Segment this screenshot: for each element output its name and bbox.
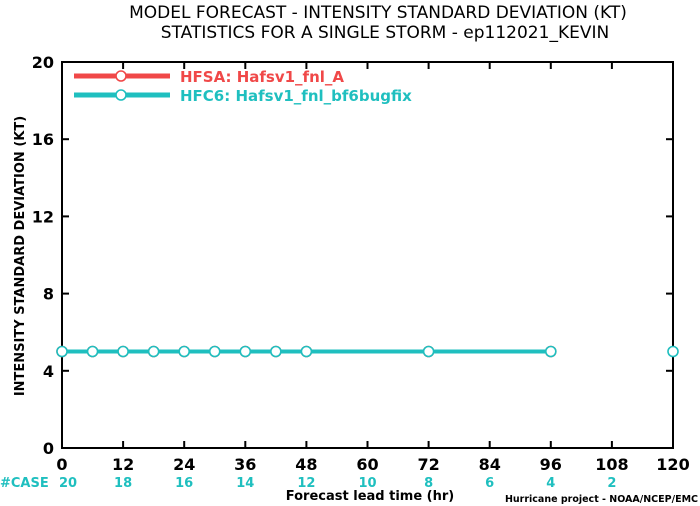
x-tick-label: 36 bbox=[234, 455, 256, 474]
data-point bbox=[178, 345, 190, 358]
x-tick-label: 48 bbox=[295, 455, 317, 474]
y-tick-label: 0 bbox=[43, 439, 54, 458]
case-count: 2 bbox=[607, 476, 616, 491]
case-count-row: #CASE 20 18 16 14 12 10 8 6 4 2 bbox=[0, 476, 616, 491]
data-point bbox=[422, 345, 435, 358]
credit-text: Hurricane project - NOAA/NCEP/EMC bbox=[505, 494, 698, 505]
data-point bbox=[86, 345, 99, 358]
legend-entry: HFSA: Hafsv1_fnl_A bbox=[180, 68, 344, 86]
y-axis-label: INTENSITY STANDARD DEVIATION (KT) bbox=[13, 116, 28, 396]
y-tick-label: 16 bbox=[32, 130, 54, 149]
x-tick-label: 72 bbox=[417, 455, 439, 474]
case-label: #CASE bbox=[0, 476, 49, 491]
plot-area bbox=[61, 61, 674, 449]
data-point bbox=[300, 345, 313, 358]
case-count: 12 bbox=[297, 476, 315, 491]
case-count: 16 bbox=[175, 476, 193, 491]
legend-marker bbox=[115, 89, 127, 101]
x-tick-label: 60 bbox=[356, 455, 378, 474]
x-tick-label: 108 bbox=[595, 455, 628, 474]
data-point bbox=[239, 345, 252, 358]
data-point bbox=[208, 345, 221, 358]
case-count: 14 bbox=[236, 476, 254, 491]
series-layer bbox=[56, 345, 679, 358]
y-tick-label: 12 bbox=[32, 207, 54, 226]
case-count: 4 bbox=[546, 476, 555, 491]
legend-marker bbox=[115, 70, 127, 82]
case-count: 6 bbox=[485, 476, 494, 491]
y-tick-label: 4 bbox=[43, 362, 54, 381]
chart-title: MODEL FORECAST - INTENSITY STANDARD DEVI… bbox=[129, 3, 627, 23]
x-tick-label: 96 bbox=[540, 455, 562, 474]
x-tick-label: 120 bbox=[656, 455, 689, 474]
data-point bbox=[147, 345, 160, 358]
y-tick-label: 20 bbox=[32, 53, 54, 72]
data-point bbox=[117, 345, 129, 358]
x-tick-label: 0 bbox=[56, 455, 67, 474]
case-count: 18 bbox=[114, 476, 132, 491]
x-axis-label: Forecast lead time (hr) bbox=[286, 489, 454, 504]
data-point bbox=[544, 345, 557, 358]
case-count: 20 bbox=[59, 476, 77, 491]
x-tick-label: 84 bbox=[479, 455, 501, 474]
data-point bbox=[56, 345, 68, 358]
data-point bbox=[667, 345, 679, 358]
x-axis: 0 12 24 36 48 60 72 84 96 108 120 bbox=[56, 62, 690, 474]
legend-entry: HFC6: Hafsv1_fnl_bf6bugfix bbox=[180, 87, 412, 105]
x-tick-label: 24 bbox=[173, 455, 195, 474]
x-tick-label: 12 bbox=[112, 455, 134, 474]
case-count: 8 bbox=[424, 476, 433, 491]
data-point bbox=[270, 345, 282, 358]
y-axis: 0 4 8 12 16 20 bbox=[32, 53, 673, 458]
y-tick-label: 8 bbox=[43, 285, 54, 304]
chart-subtitle: STATISTICS FOR A SINGLE STORM - ep112021… bbox=[161, 23, 609, 43]
case-count: 10 bbox=[358, 476, 376, 491]
plot-frame bbox=[61, 61, 674, 449]
